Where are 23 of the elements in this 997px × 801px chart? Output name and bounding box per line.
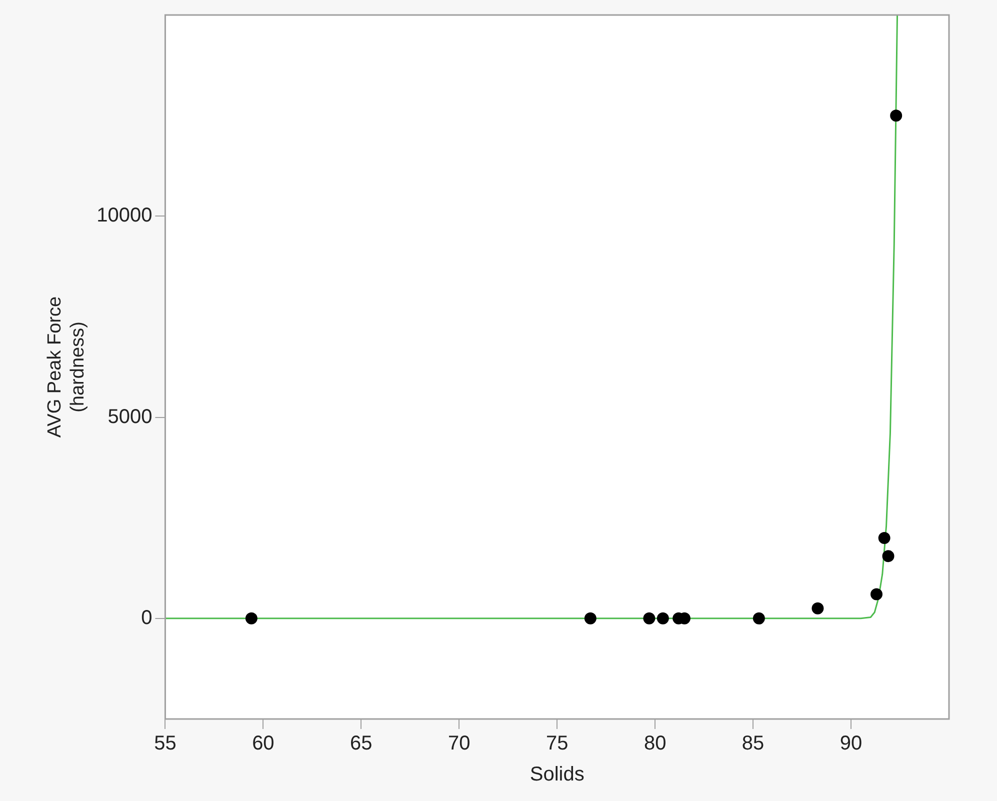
y-tick-label: 5000	[108, 406, 152, 428]
point	[752, 612, 765, 624]
y-axis-title: AVG Peak Force (hardness)	[44, 296, 88, 438]
point	[882, 550, 894, 562]
y-tick-label: 10000	[96, 204, 152, 227]
point	[245, 612, 258, 624]
x-tick-label: 75	[546, 732, 568, 755]
point	[890, 110, 902, 122]
point	[878, 532, 890, 544]
x-tick-label: 55	[154, 732, 176, 755]
y-tick-label: 0	[141, 606, 152, 629]
point	[870, 588, 882, 600]
x-tick-label: 70	[448, 732, 470, 755]
point	[643, 612, 656, 624]
x-axis-title: Solids	[530, 764, 584, 786]
x-tick-label: 60	[252, 732, 274, 755]
point	[584, 612, 596, 624]
x-tick-label: 90	[840, 732, 862, 755]
x-tick-label: 65	[350, 732, 372, 755]
point	[812, 602, 824, 614]
x-tick-label: 85	[742, 732, 764, 755]
point	[656, 612, 669, 624]
x-tick-label: 80	[644, 732, 666, 755]
